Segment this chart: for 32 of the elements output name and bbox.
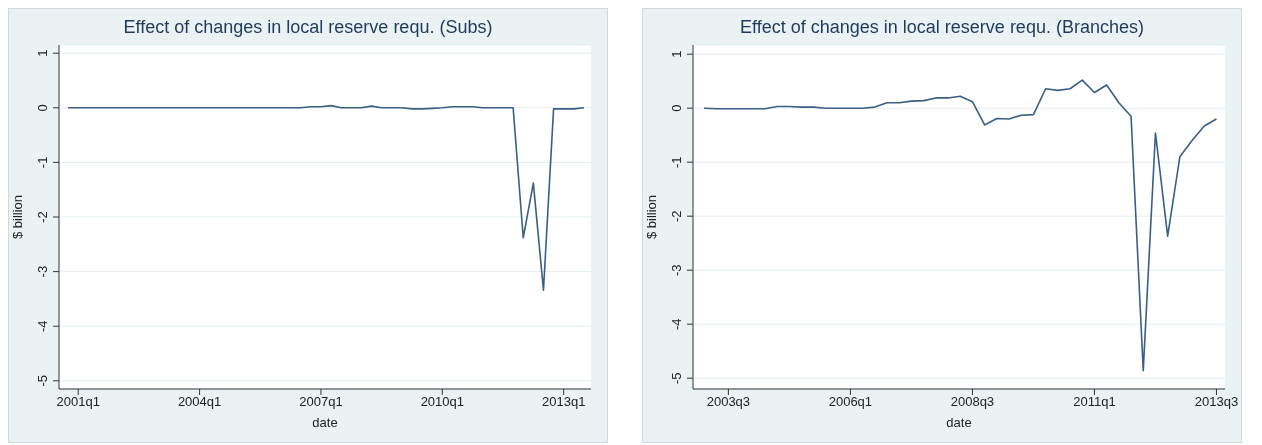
x-axis-title: date [312,415,338,430]
y-axis-title: $ billion [9,194,25,240]
y-tick-label: 0 [35,104,50,112]
x-tick-label: 2010q1 [420,394,465,410]
x-tick-label: 2001q1 [56,394,100,410]
y-tick-label: -5 [669,372,684,384]
y-tick-label: 1 [669,50,684,58]
x-tick-label: 2013q1 [542,394,586,410]
y-tick-label: -1 [35,156,50,169]
y-tick-label: 0 [669,104,684,112]
y-tick-label: -3 [669,264,684,276]
x-tick-label: 2006q1 [828,394,873,410]
y-tick-label: -2 [35,211,50,223]
y-axis-title: $ billion [643,194,659,240]
x-tick-label: 2011q1 [1073,394,1116,410]
line-series [703,79,1218,372]
x-tick-label: 2008q3 [950,394,995,410]
y-tick-label: 1 [35,49,50,57]
line-series [67,104,585,291]
x-axis-title: date [946,415,972,430]
y-tick-label: -2 [669,210,684,222]
y-tick-label: -1 [669,156,684,168]
x-tick-label: 2013q3 [1194,394,1239,410]
y-tick-label: -4 [669,318,684,330]
x-tick-label: 2003q3 [706,394,751,410]
x-tick-label: 2004q1 [177,394,222,410]
y-tick-label: -4 [35,320,50,332]
chart-title: Effect of changes in local reserve requ. (Branches) [739,16,1145,39]
y-tick-label: -3 [35,265,50,278]
chart-title: Effect of changes in local reserve requ. (Subs) [122,16,494,39]
x-tick-label: 2007q1 [299,394,343,410]
y-tick-label: -5 [35,375,50,387]
